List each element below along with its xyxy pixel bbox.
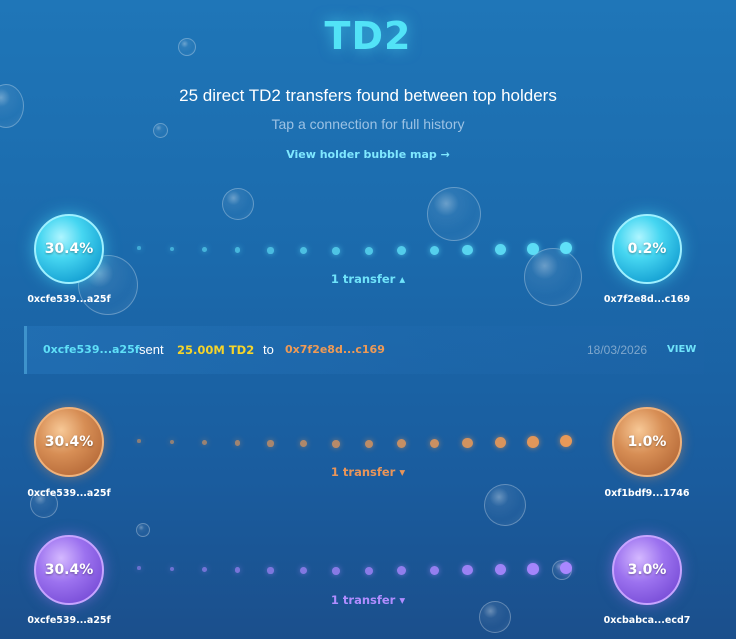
transfer-dot xyxy=(169,566,174,571)
transfer-detail-row[interactable]: 0xcfe539...a25f sent 25.00M TD2 to 0x7f2… xyxy=(24,326,704,374)
token-title: TD2 xyxy=(324,14,412,58)
to-label: to xyxy=(263,342,274,357)
transfer-dot xyxy=(462,564,473,576)
transfer-dot xyxy=(299,440,307,448)
transfer-dot xyxy=(559,434,573,448)
transfer-dot xyxy=(364,439,374,449)
view-transaction-button[interactable]: VIEW xyxy=(667,344,697,355)
transfer-dot xyxy=(527,242,540,255)
transfer-dot xyxy=(299,567,307,575)
transfer-dot xyxy=(137,439,141,443)
transfer-dot xyxy=(332,440,340,448)
transfer-count-toggle[interactable]: 1 transfer ▴ xyxy=(330,272,406,286)
holder-address-to[interactable]: 0x7f2e8d...c169 xyxy=(603,294,691,305)
background-bubble xyxy=(484,484,526,526)
transfer-dot xyxy=(429,245,440,256)
transfer-dot xyxy=(397,566,407,576)
holder-address-to[interactable]: 0xcbabca...ecd7 xyxy=(603,615,691,626)
transfer-dot xyxy=(169,246,174,251)
transfer-dot xyxy=(527,435,540,448)
transfer-dot xyxy=(299,247,307,255)
hint-text: Tap a connection for full history xyxy=(271,116,465,132)
transfer-dot xyxy=(462,437,473,449)
transfer-dot xyxy=(397,246,407,256)
transfer-dot xyxy=(332,567,340,575)
transfer-amount: 25.00M TD2 xyxy=(177,343,255,357)
transfer-dot xyxy=(494,436,506,448)
transfers-summary: 25 direct TD2 transfers found between to… xyxy=(179,86,557,105)
holder-address-from[interactable]: 0xcfe539...a25f xyxy=(27,488,111,499)
sender-address[interactable]: 0xcfe539...a25f xyxy=(43,343,140,356)
transfer-dot xyxy=(429,565,440,576)
background-bubble xyxy=(427,187,481,241)
transfer-dot xyxy=(494,243,506,255)
transfer-dot xyxy=(559,241,573,255)
transfer-dot xyxy=(202,439,208,445)
holder-address-to[interactable]: 0xf1bdf9...1746 xyxy=(604,488,690,499)
background-bubble xyxy=(222,188,254,220)
transfer-dot xyxy=(364,246,374,256)
transfer-dot xyxy=(429,438,440,449)
transfer-dot xyxy=(364,566,374,576)
transfer-dot xyxy=(202,566,208,572)
recipient-address[interactable]: 0x7f2e8d...c169 xyxy=(285,343,385,356)
holder-bubble-from[interactable]: 30.4% xyxy=(34,535,104,605)
holder-bubble-from[interactable]: 30.4% xyxy=(34,407,104,477)
transfer-dot xyxy=(202,246,208,252)
holder-bubble-to[interactable]: 3.0% xyxy=(612,535,682,605)
transfer-dot xyxy=(234,247,241,253)
transfer-dot xyxy=(527,562,540,575)
transfer-dot xyxy=(462,244,473,256)
transfer-dot xyxy=(267,567,274,574)
transfer-count-toggle[interactable]: 1 transfer ▾ xyxy=(330,465,406,479)
transfer-count-toggle[interactable]: 1 transfer ▾ xyxy=(330,593,406,607)
transfer-dot xyxy=(397,439,407,449)
holder-address-from[interactable]: 0xcfe539...a25f xyxy=(27,294,111,305)
background-bubble xyxy=(136,523,150,537)
transfer-dot xyxy=(234,567,241,573)
transfer-dot xyxy=(267,247,274,254)
transfer-dot xyxy=(559,561,573,575)
transfer-date: 18/03/2026 xyxy=(587,343,648,357)
bubble-map-link[interactable]: View holder bubble map → xyxy=(286,148,450,161)
transfer-dot xyxy=(332,247,340,255)
transfer-dot xyxy=(234,440,241,446)
sent-label: sent xyxy=(139,342,164,357)
holder-bubble-to[interactable]: 1.0% xyxy=(612,407,682,477)
holder-bubble-to[interactable]: 0.2% xyxy=(612,214,682,284)
transfer-dot xyxy=(169,439,174,444)
transfer-dot xyxy=(267,440,274,447)
holder-address-from[interactable]: 0xcfe539...a25f xyxy=(27,615,111,626)
transfer-dot xyxy=(137,246,141,250)
holder-bubble-from[interactable]: 30.4% xyxy=(34,214,104,284)
transfer-dot xyxy=(494,563,506,575)
transfer-dot xyxy=(137,566,141,570)
